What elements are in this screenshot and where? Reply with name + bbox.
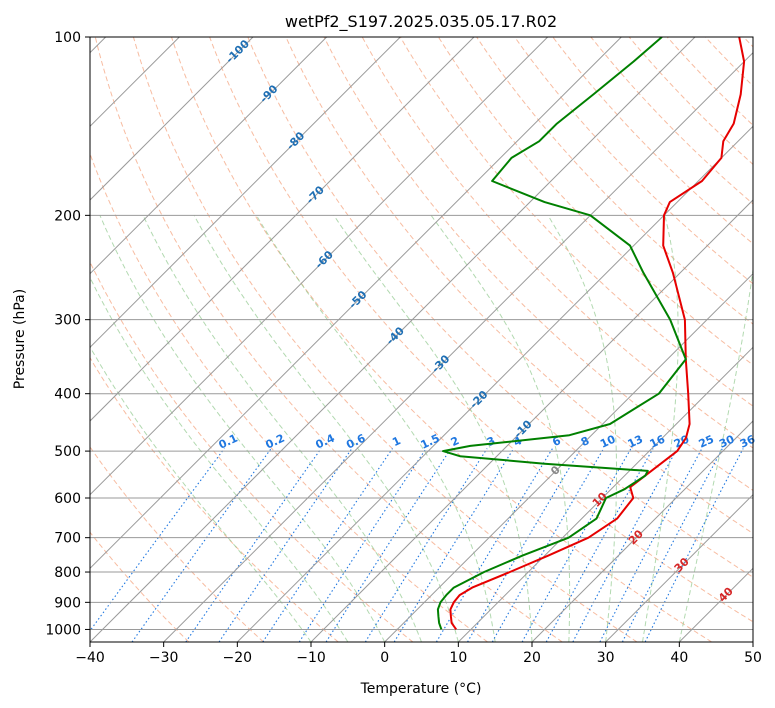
x-tick-label: −40 — [75, 650, 105, 666]
y-axis-label: Pressure (hPa) — [12, 289, 28, 389]
y-tick-label: 1000 — [45, 622, 81, 638]
isotherm-line — [605, 493, 753, 642]
x-axis-label: Temperature (°C) — [360, 681, 482, 697]
mixing-ratio-line — [572, 448, 678, 642]
dry-adiabat-line — [90, 531, 190, 642]
isotherm-line — [90, 37, 696, 642]
mixing-ratio-line — [467, 448, 582, 642]
y-axis: 100 200 300 400 500 600 700 800 900 1000 — [45, 30, 90, 638]
mixing-ratio-line — [364, 448, 488, 642]
dry-adiabat-line — [323, 37, 753, 491]
isotherm-line — [163, 51, 753, 642]
dewpoint-line — [436, 37, 687, 630]
mixing-ratio-line — [325, 448, 452, 642]
moist-adiabat-line — [547, 215, 617, 642]
mixing-ratio-line — [185, 448, 322, 642]
x-tick-label: −30 — [149, 650, 179, 666]
y-tick-label: 700 — [54, 531, 81, 547]
dry-adiabat-line — [94, 37, 563, 642]
plot-border — [89, 36, 754, 643]
dry-adiabat-line — [132, 37, 638, 642]
mixing-ratio-label: 30 — [717, 432, 737, 450]
background-lines — [90, 37, 753, 642]
dry-adiabat-line — [90, 356, 339, 642]
profile-traces — [436, 37, 746, 630]
mixing-ratio-line — [262, 448, 393, 642]
x-tick-label: 30 — [597, 650, 615, 666]
mixing-ratio-line — [621, 448, 723, 642]
mixing-ratio-line — [599, 448, 703, 642]
dry-adiabat-line — [90, 152, 488, 642]
plot-background — [90, 37, 753, 642]
mixing-ratio-label: 10 — [598, 432, 618, 450]
dry-adiabat-line — [90, 446, 264, 642]
mixing-ratio-line — [393, 448, 515, 642]
isotherm-line — [90, 37, 401, 349]
moist-adiabat-line — [430, 215, 571, 642]
y-tick-label: 600 — [54, 491, 81, 507]
plot-area — [90, 37, 753, 642]
y-tick-label: 900 — [54, 595, 81, 611]
y-tick-label: 100 — [54, 30, 81, 46]
x-tick-label: 20 — [523, 650, 541, 666]
isotherm-line — [531, 420, 753, 642]
x-tick-label: 0 — [380, 650, 389, 666]
moist-adiabat-line — [642, 215, 679, 642]
x-tick-label: −20 — [223, 650, 253, 666]
isotherm-line — [310, 199, 753, 642]
temperature-line — [449, 37, 746, 630]
isotherm-line — [90, 37, 475, 422]
moist-adiabat-line — [99, 215, 386, 642]
x-tick-label: 50 — [744, 650, 762, 666]
moist-adiabat-line — [255, 215, 496, 642]
mixing-ratio-line — [218, 448, 353, 642]
moist-adiabat-line — [193, 215, 459, 642]
x-axis: −40 −30 −20 −10 0 10 20 30 40 50 — [75, 642, 762, 666]
isotherm-line — [384, 272, 753, 642]
dry-adiabat-line — [514, 37, 753, 285]
x-tick-label: 40 — [670, 650, 688, 666]
dry-adiabat-line — [399, 37, 753, 407]
x-tick-label: 10 — [449, 650, 467, 666]
mixing-ratio-label: 25 — [697, 433, 716, 451]
isotherm-line — [90, 37, 549, 496]
mixing-ratio-line — [90, 448, 225, 632]
y-tick-label: 800 — [54, 565, 81, 581]
dry-adiabat-line — [247, 37, 753, 578]
mixing-ratio-line — [131, 448, 272, 642]
mixing-ratio-line — [298, 448, 427, 642]
moist-adiabat-line — [142, 215, 422, 642]
y-tick-label: 500 — [54, 444, 81, 460]
isotherm-line — [752, 641, 753, 642]
plot-frame — [89, 36, 754, 643]
isotherm-line — [90, 37, 622, 570]
dry-adiabat-line — [171, 37, 712, 642]
y-tick-label: 200 — [54, 208, 81, 224]
mixing-ratio-label: 16 — [648, 432, 668, 450]
y-tick-label: 400 — [54, 387, 81, 403]
dry-adiabat-line — [285, 37, 753, 535]
isotherm-line — [90, 37, 328, 275]
dry-adiabat-line — [437, 37, 753, 366]
isotherm-line — [90, 37, 254, 201]
dry-adiabat-line — [209, 37, 753, 623]
chart-title: wetPf2_S197.2025.035.05.17.R02 — [285, 12, 557, 32]
moist-adiabat-line — [90, 345, 312, 642]
y-tick-label: 300 — [54, 313, 81, 329]
isotherm-line — [236, 125, 753, 642]
dry-adiabat-line — [361, 37, 753, 449]
mixing-ratio-line — [491, 448, 605, 642]
x-tick-label: −10 — [296, 650, 326, 666]
mixing-ratio-label: 13 — [626, 433, 645, 451]
moist-adiabat-line — [678, 265, 753, 642]
